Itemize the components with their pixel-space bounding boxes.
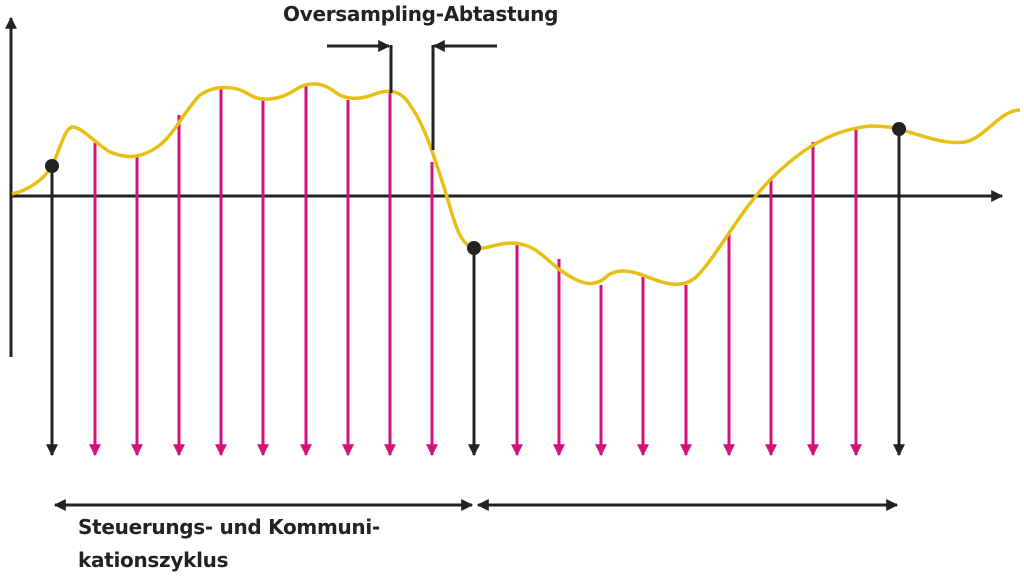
cycle-caption-line-1: Steuerungs- und Kommuni- (78, 515, 380, 539)
cycle-sample-point (467, 241, 481, 255)
cycle-caption-line-2: kationszyklus (78, 548, 229, 572)
cycle-sample-point (45, 159, 59, 173)
diagram-title: Oversampling-Abtastung (283, 2, 559, 26)
cycle-sample-point (892, 122, 906, 136)
signal-curve (11, 82, 1021, 286)
